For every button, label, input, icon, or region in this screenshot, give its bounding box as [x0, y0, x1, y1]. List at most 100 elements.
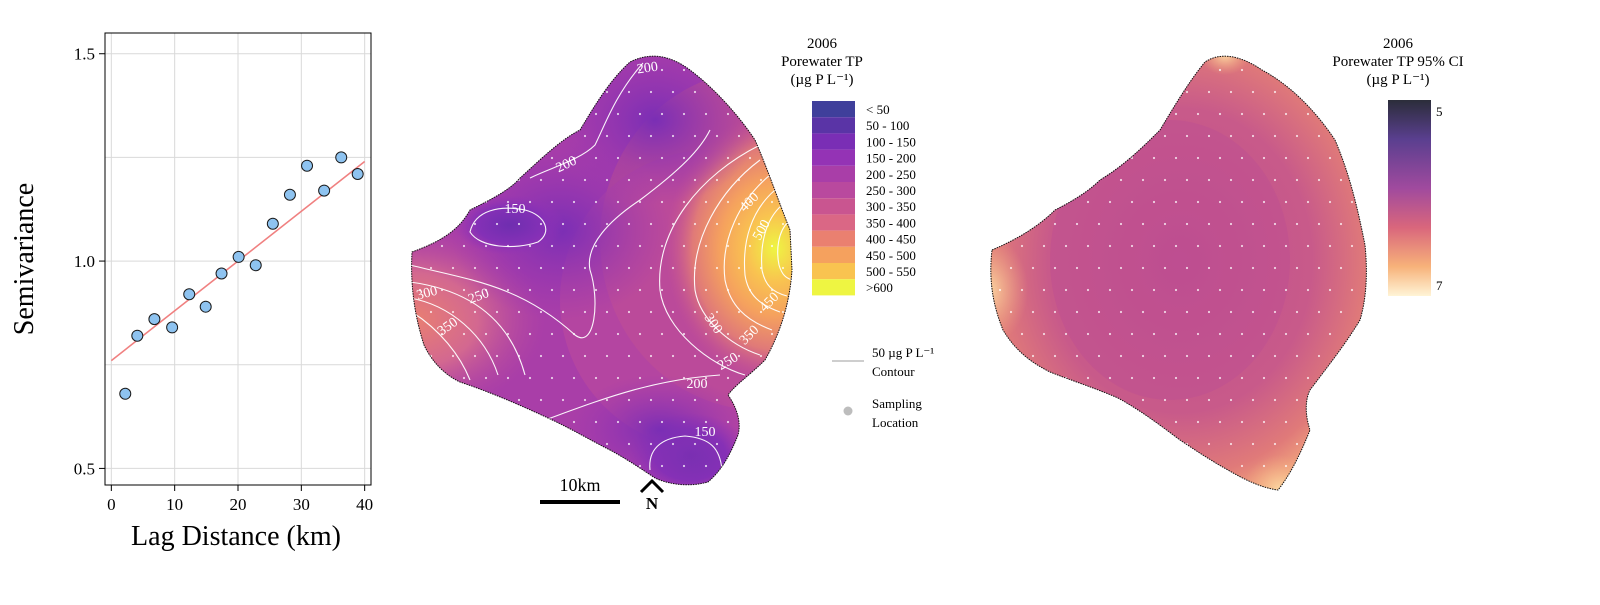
legend-label: 300 - 350 — [866, 199, 916, 214]
legend-swatch — [812, 279, 855, 296]
sampling-location-dot — [1207, 178, 1211, 182]
contour-label: 200 — [636, 60, 659, 78]
sampling-location-dot — [528, 200, 532, 204]
sampling-location-dot — [594, 420, 598, 424]
sampling-location-dot — [671, 310, 675, 314]
sampling-location-dot — [649, 442, 653, 446]
sampling-location-dot — [495, 354, 499, 358]
sampling-location-dot — [1240, 112, 1244, 116]
sampling-location-dot — [704, 376, 708, 380]
sampling-location-dot — [671, 354, 675, 358]
sampling-location-dot — [517, 354, 521, 358]
sampling-location-dot — [1174, 420, 1178, 424]
sampling-location-dot — [583, 222, 587, 226]
sampling-location-dot — [528, 376, 532, 380]
sampling-location-dot — [1174, 288, 1178, 292]
sampling-location-dot — [506, 332, 510, 336]
contour-150-west — [469, 207, 547, 248]
sampling-location-dot — [1031, 354, 1035, 358]
contour-lines — [409, 62, 793, 471]
sampling-legend-dot — [843, 406, 853, 416]
sampling-location-dot — [627, 398, 631, 402]
sampling-location-dot — [495, 310, 499, 314]
sampling-location-dot — [1350, 244, 1354, 248]
sampling-location-dot — [660, 464, 664, 468]
sampling-location-dot — [550, 244, 554, 248]
sampling-location-dot — [1130, 200, 1134, 204]
sampling-location-dot — [1251, 178, 1255, 182]
sampling-location-dot — [1306, 200, 1310, 204]
sampling-location-dot — [1130, 244, 1134, 248]
sampling-location-dot — [682, 464, 686, 468]
sampling-location-dot — [781, 266, 785, 270]
sampling-location-dot — [627, 442, 631, 446]
sampling-location-dot — [1075, 354, 1079, 358]
contour-250-east — [659, 144, 761, 376]
sampling-location-dot — [1086, 200, 1090, 204]
sampling-location-dot — [1042, 244, 1046, 248]
sampling-location-dot — [561, 398, 565, 402]
sampling-location-dot — [1130, 332, 1134, 336]
sampling-location-dot — [1273, 310, 1277, 314]
sampling-location-dot — [572, 332, 576, 336]
sampling-location-dot — [561, 266, 565, 270]
sampling-location-dot — [506, 288, 510, 292]
sampling-location-dot — [1229, 354, 1233, 358]
sampling-location-dot — [605, 222, 609, 226]
sampling-location-dot — [726, 112, 730, 116]
semivariance-point — [183, 288, 196, 301]
ci-legend-title-line-3: (µg P L⁻¹) — [1367, 72, 1430, 88]
semivariance-point — [199, 300, 212, 313]
sampling-location-dot — [594, 112, 598, 116]
sampling-location-dot — [627, 354, 631, 358]
sampling-location-dot — [1196, 156, 1200, 160]
sampling-location-dot — [1163, 134, 1167, 138]
sampling-location-dot — [737, 354, 741, 358]
sampling-location-dot — [682, 156, 686, 160]
sampling-location-dot — [1108, 244, 1112, 248]
sampling-location-dot — [1262, 200, 1266, 204]
sampling-location-dot — [649, 134, 653, 138]
sampling-location-dot — [1350, 288, 1354, 292]
sampling-location-dot — [616, 156, 620, 160]
sampling-location-dot — [1251, 90, 1255, 94]
sampling-location-dot — [594, 288, 598, 292]
sampling-location-dot — [1295, 398, 1299, 402]
sampling-location-dot — [693, 310, 697, 314]
sampling-location-dot — [594, 200, 598, 204]
legend-label: 500 - 550 — [866, 264, 916, 279]
sampling-location-dot — [1240, 332, 1244, 336]
sampling-location-dot — [1163, 222, 1167, 226]
sampling-location-dot — [704, 156, 708, 160]
contour-250-west — [409, 281, 526, 376]
sampling-location-dot — [998, 288, 1002, 292]
sampling-location-dot — [715, 266, 719, 270]
sampling-location-dot — [660, 200, 664, 204]
porewater-ci-map: 2006 Porewater TP 95% CI (µg P L⁻¹) 5 7 — [990, 36, 1464, 491]
contour-legend-label-1: 50 µg P L⁻¹ — [872, 345, 934, 360]
sampling-location-dot — [1284, 200, 1288, 204]
sampling-location-dot — [671, 90, 675, 94]
sampling-location-dot — [550, 200, 554, 204]
x-tick-label: 0 — [107, 495, 116, 514]
sampling-location-dot — [748, 200, 752, 204]
sampling-location-dot — [1284, 156, 1288, 160]
sampling-location-dot — [770, 200, 774, 204]
sampling-location-dot — [704, 200, 708, 204]
sampling-location-dot — [1306, 244, 1310, 248]
contour-400-east — [743, 189, 781, 313]
sampling-location-dot — [1328, 288, 1332, 292]
sampling-location-dot — [1284, 112, 1288, 116]
sampling-location-dot — [440, 244, 444, 248]
sampling-location-dot — [561, 222, 565, 226]
x-tick-label: 10 — [166, 495, 183, 514]
sampling-location-dot — [1273, 398, 1277, 402]
sampling-location-dot — [1053, 310, 1057, 314]
sampling-location-dot — [1295, 134, 1299, 138]
sampling-location-dot — [1240, 68, 1244, 72]
sampling-location-dot — [1295, 178, 1299, 182]
sampling-location-dot — [1152, 288, 1156, 292]
sampling-location-dot — [1163, 266, 1167, 270]
